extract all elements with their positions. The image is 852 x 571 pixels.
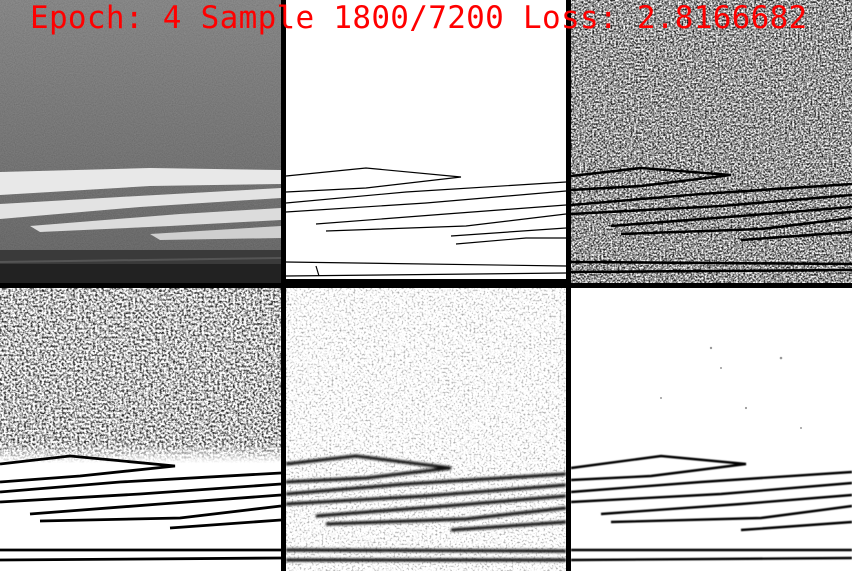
ground-truth-edges-panel	[286, 0, 566, 283]
prediction-panel-2	[0, 288, 281, 571]
prediction-panel-1	[571, 0, 852, 283]
input-photo-panel	[0, 0, 281, 283]
caption-overlay: Epoch: 4 Sample 1800/7200 Loss: 2.816668…	[30, 0, 808, 36]
prediction-panel-4	[571, 288, 852, 571]
prediction-panel-3	[286, 288, 566, 571]
